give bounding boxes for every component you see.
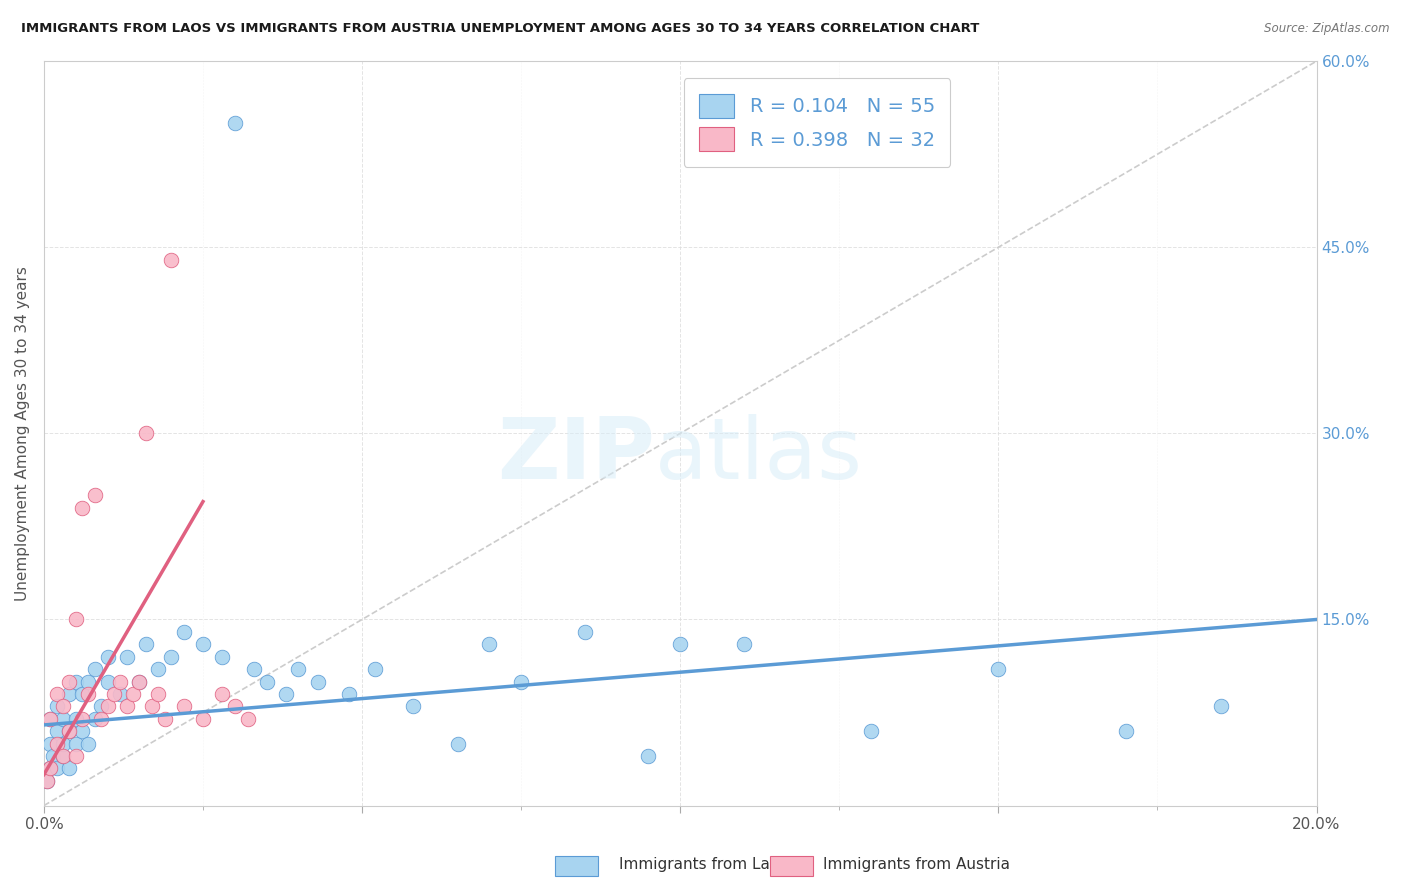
Point — [52, 699, 75, 714]
Point — [337, 687, 360, 701]
Point — [77, 737, 100, 751]
Point — [364, 662, 387, 676]
Y-axis label: Unemployment Among Ages 30 to 34 years: Unemployment Among Ages 30 to 34 years — [15, 266, 30, 601]
Point — [110, 674, 132, 689]
Point — [58, 724, 80, 739]
Point — [65, 748, 87, 763]
Point — [96, 649, 118, 664]
Text: ZIP: ZIP — [496, 414, 655, 497]
Point — [153, 712, 176, 726]
Point — [52, 712, 75, 726]
Point — [83, 662, 105, 676]
Point — [236, 712, 259, 726]
Point — [58, 724, 80, 739]
Point — [58, 674, 80, 689]
Point — [52, 748, 75, 763]
Point — [35, 773, 58, 788]
Point — [58, 761, 80, 775]
Point — [135, 637, 157, 651]
Point — [122, 687, 145, 701]
Point — [45, 761, 67, 775]
Point — [39, 737, 62, 751]
Text: Source: ZipAtlas.com: Source: ZipAtlas.com — [1264, 22, 1389, 36]
Point — [70, 712, 93, 726]
Point — [287, 662, 309, 676]
Point — [45, 687, 67, 701]
Point — [141, 699, 163, 714]
Point — [173, 699, 195, 714]
Point — [39, 761, 62, 775]
Point — [191, 712, 214, 726]
Point — [402, 699, 425, 714]
Point — [256, 674, 278, 689]
Point — [115, 649, 138, 664]
Point — [135, 426, 157, 441]
Text: Immigrants from Laos: Immigrants from Laos — [619, 857, 787, 872]
Point — [243, 662, 266, 676]
Point — [574, 624, 596, 639]
Point — [191, 637, 214, 651]
Point — [90, 712, 112, 726]
Text: IMMIGRANTS FROM LAOS VS IMMIGRANTS FROM AUSTRIA UNEMPLOYMENT AMONG AGES 30 TO 34: IMMIGRANTS FROM LAOS VS IMMIGRANTS FROM … — [21, 22, 980, 36]
Point — [128, 674, 150, 689]
Point — [669, 637, 692, 651]
Point — [128, 674, 150, 689]
Legend: R = 0.104   N = 55, R = 0.398   N = 32: R = 0.104 N = 55, R = 0.398 N = 32 — [683, 78, 950, 167]
Text: atlas: atlas — [655, 414, 863, 497]
Point — [224, 699, 246, 714]
Point — [860, 724, 883, 739]
Point — [45, 724, 67, 739]
Point — [1209, 699, 1232, 714]
Point — [148, 662, 170, 676]
Point — [83, 488, 105, 502]
Point — [42, 748, 65, 763]
Point — [211, 649, 233, 664]
Point — [274, 687, 297, 701]
Point — [96, 699, 118, 714]
Point — [478, 637, 501, 651]
Point — [77, 674, 100, 689]
Point — [65, 737, 87, 751]
Point — [70, 687, 93, 701]
Point — [987, 662, 1010, 676]
Point — [637, 748, 659, 763]
Point — [65, 612, 87, 626]
Text: Immigrants from Austria: Immigrants from Austria — [823, 857, 1010, 872]
Point — [307, 674, 329, 689]
Point — [90, 699, 112, 714]
Point — [160, 252, 183, 267]
Point — [110, 687, 132, 701]
Point — [35, 773, 58, 788]
Point — [70, 724, 93, 739]
Point — [103, 687, 125, 701]
Point — [224, 116, 246, 130]
Point — [115, 699, 138, 714]
Point — [45, 699, 67, 714]
Point — [96, 674, 118, 689]
Point — [65, 712, 87, 726]
Point — [510, 674, 533, 689]
Point — [160, 649, 183, 664]
Point — [77, 687, 100, 701]
Point — [39, 712, 62, 726]
Point — [45, 737, 67, 751]
Point — [733, 637, 755, 651]
Point — [52, 737, 75, 751]
Point — [39, 761, 62, 775]
Point — [52, 748, 75, 763]
Point — [70, 500, 93, 515]
Point — [58, 687, 80, 701]
Point — [39, 712, 62, 726]
Point — [65, 674, 87, 689]
Point — [211, 687, 233, 701]
Point — [148, 687, 170, 701]
Point — [446, 737, 468, 751]
Point — [1115, 724, 1137, 739]
Point — [173, 624, 195, 639]
Point — [83, 712, 105, 726]
